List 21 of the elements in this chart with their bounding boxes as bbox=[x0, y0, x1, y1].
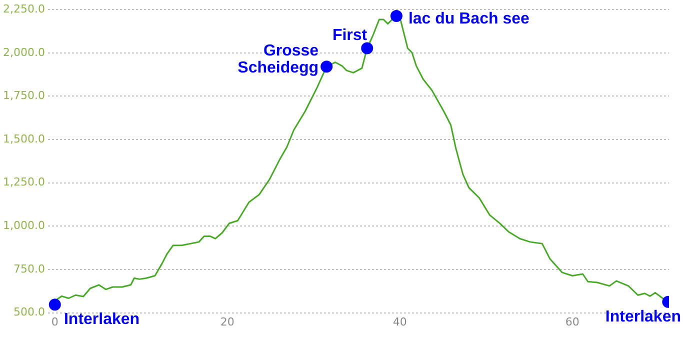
point bbox=[361, 42, 374, 54]
x-tick-label: 60 bbox=[565, 315, 580, 328]
point bbox=[320, 60, 333, 73]
y-tick-label: 1,750.0 bbox=[2, 89, 45, 102]
y-tick-label: 500.0 bbox=[13, 306, 45, 319]
y-tick-label: 1,000.0 bbox=[2, 219, 45, 232]
x-tick-label: 40 bbox=[392, 315, 407, 328]
x-tick-label: 0 bbox=[51, 315, 58, 328]
y-tick-label: 750.0 bbox=[13, 262, 45, 276]
point bbox=[48, 298, 61, 311]
y-tick-label: 2,000.0 bbox=[2, 46, 45, 59]
annotation: Interlaken bbox=[605, 308, 682, 326]
annotation: lac du Bach see bbox=[408, 10, 530, 28]
annotation: Interlaken bbox=[64, 311, 140, 328]
point bbox=[390, 10, 402, 22]
y-tick-label: 2,250.0 bbox=[2, 2, 45, 16]
annotation: Grosse Scheidegg bbox=[238, 42, 319, 77]
y-tick-label: 1,250.0 bbox=[2, 176, 45, 189]
annotation: First bbox=[332, 27, 368, 44]
y-tick-label: 1,500.0 bbox=[2, 132, 45, 146]
x-tick-label: 20 bbox=[220, 315, 234, 328]
